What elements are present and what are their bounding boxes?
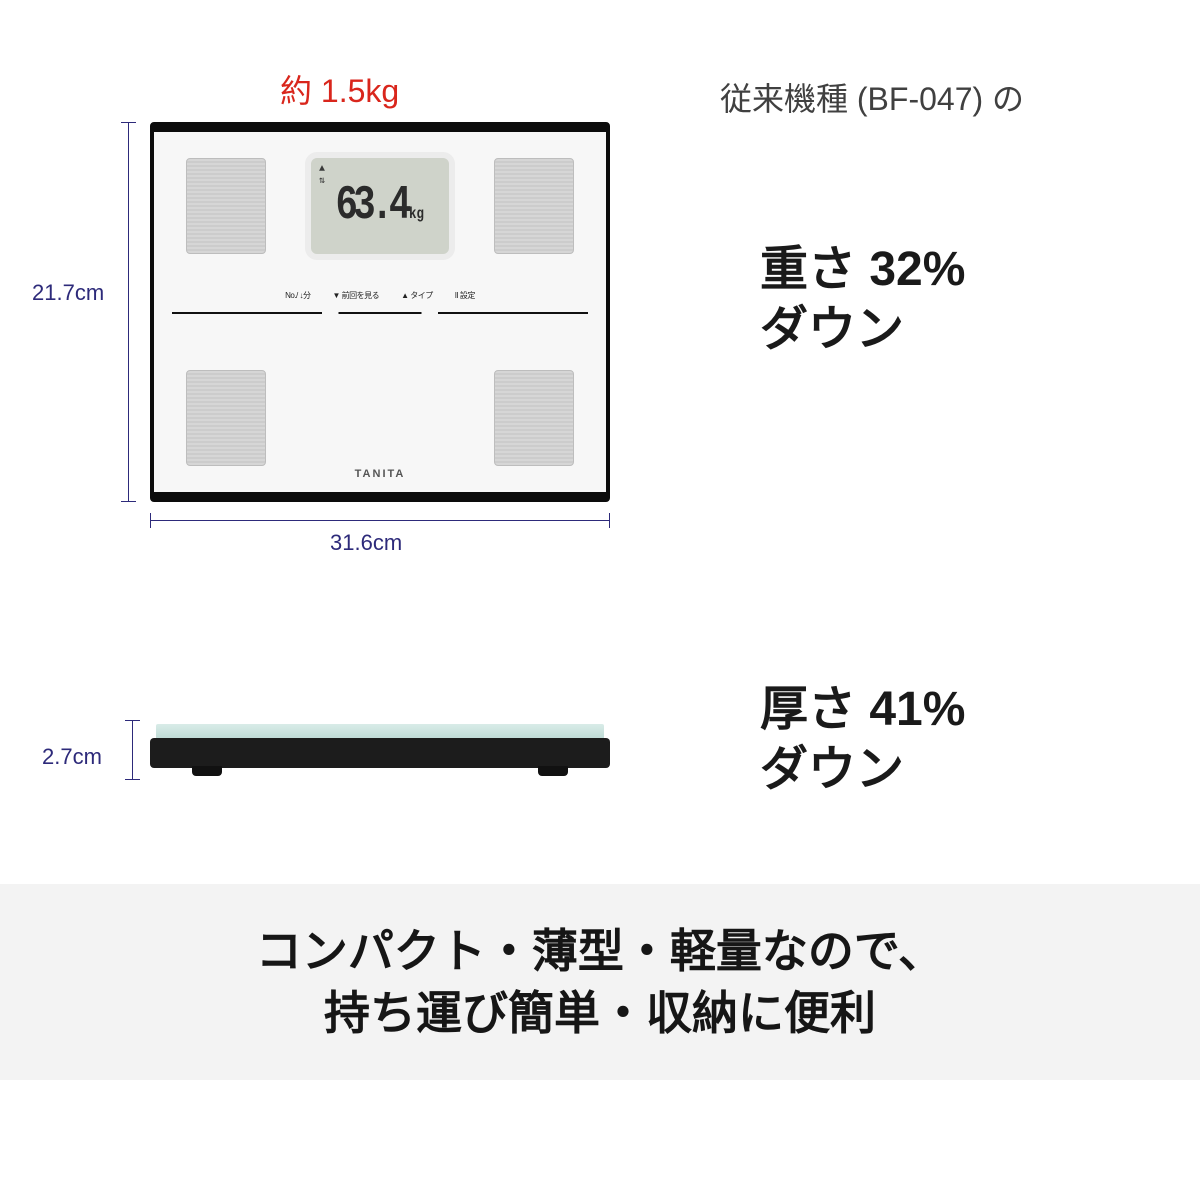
- brand-label: TANITA: [355, 468, 406, 480]
- lcd-display: ▲⇅ 63.4 kg: [305, 152, 455, 260]
- banner-line2: 持ち運び簡単・収納に便利: [324, 987, 876, 1039]
- width-label: 31.6cm: [330, 530, 402, 556]
- electrode-bottom-right: [494, 370, 574, 466]
- comparison-reference: 従来機種 (BF-047) の: [720, 74, 1024, 120]
- weight-label: 約 1.5kg: [280, 66, 399, 112]
- lcd-number: 63.4: [336, 179, 407, 233]
- width-dimension-line: [150, 520, 610, 521]
- height-dimension-line: [128, 122, 129, 502]
- thickness-reduction-line1: 厚さ 41%: [760, 683, 965, 736]
- electrode-bottom-left: [186, 370, 266, 466]
- scale-buttons-row: No./ ↓分 ▼ 前回を見る ▲ タイプ II 設定: [285, 290, 475, 301]
- side-foot-left: [192, 766, 222, 776]
- weight-reduction-line2: ダウン: [760, 303, 904, 356]
- lcd-value: 63.4 kg: [336, 179, 424, 233]
- thickness-reduction-line2: ダウン: [760, 743, 904, 796]
- thickness-label: 2.7cm: [42, 744, 102, 770]
- weight-reduction: 重さ 32% ダウン: [760, 240, 965, 360]
- lcd-unit: kg: [409, 205, 424, 223]
- banner-line1: コンパクト・薄型・軽量なので、: [256, 925, 944, 977]
- scale-button-1: No./ ↓分: [285, 290, 310, 301]
- side-body-layer: [150, 738, 610, 768]
- height-label: 21.7cm: [32, 280, 104, 306]
- scale-side-view: [150, 724, 610, 776]
- thickness-dimension-line: [132, 720, 133, 780]
- bottom-banner: コンパクト・薄型・軽量なので、 持ち運び簡単・収納に便利: [0, 884, 1200, 1080]
- side-foot-right: [538, 766, 568, 776]
- scale-top-view: ▲⇅ 63.4 kg No./ ↓分 ▼ 前回を見る ▲ タイプ II 設定 T…: [150, 122, 610, 502]
- thickness-reduction: 厚さ 41% ダウン: [760, 680, 965, 800]
- electrode-top-right: [494, 158, 574, 254]
- lcd-status-icons: ▲⇅: [319, 164, 325, 188]
- scale-button-2: ▼ 前回を見る: [332, 290, 379, 301]
- scale-button-3: ▲ タイプ: [401, 290, 433, 301]
- weight-reduction-line1: 重さ 32%: [760, 243, 965, 296]
- electrode-top-left: [186, 158, 266, 254]
- scale-button-4: II 設定: [455, 290, 475, 301]
- scale-mid-line: [172, 312, 588, 314]
